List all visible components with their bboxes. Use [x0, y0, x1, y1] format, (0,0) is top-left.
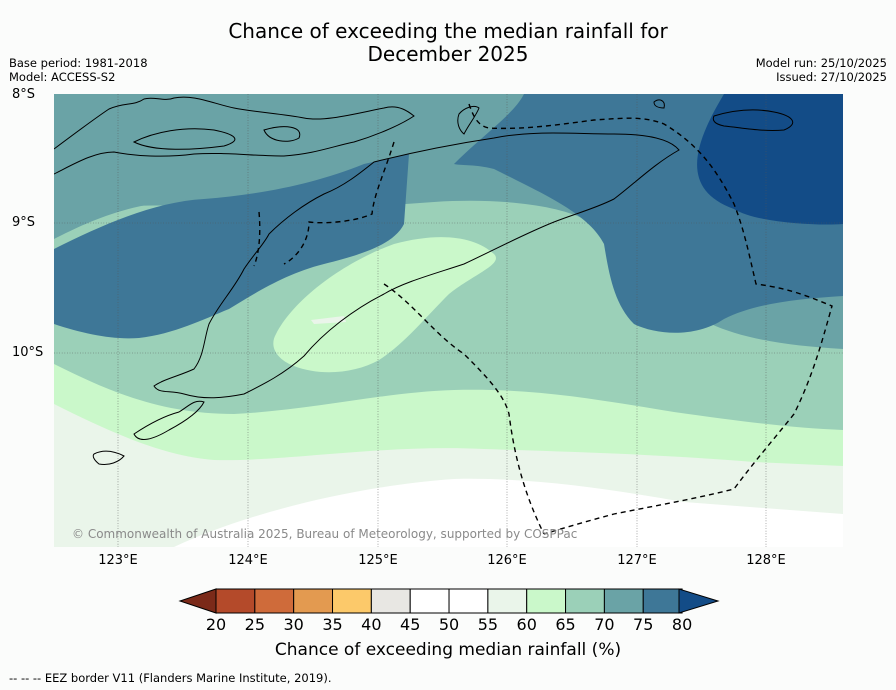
island-outline-6 [92, 450, 125, 465]
rainfall-map [54, 94, 843, 547]
island-outline-3 [457, 105, 480, 135]
colorbar-segment-45-50 [409, 588, 450, 614]
colorbar-tick-65: 65 [555, 615, 576, 634]
eez-footnote: -- -- -- EEZ border V11 (Flanders Marine… [9, 671, 332, 685]
copyright-notice: © Commonwealth of Australia 2025, Bureau… [72, 527, 578, 541]
coastline [54, 96, 794, 465]
colorbar-segment-70-75 [603, 588, 644, 614]
colorbar-tick-25: 25 [244, 615, 266, 634]
colorbar-tick-55: 55 [477, 615, 499, 634]
colorbar [178, 588, 720, 614]
lat-label-9s: 9°S [12, 215, 36, 230]
timor-coast [153, 132, 680, 399]
metadata-left: Base period: 1981-2018 Model: ACCESS-S2 [9, 56, 148, 84]
lon-label-128e: 128°E [746, 553, 786, 568]
issued-date: Issued: 27/10/2025 [776, 70, 887, 84]
colorbar-segments [215, 588, 683, 614]
lon-label-123e: 123°E [98, 553, 138, 568]
model-name: Model: ACCESS-S2 [9, 70, 116, 84]
colorbar-segment-60-65 [526, 588, 567, 614]
base-period: Base period: 1981-2018 [9, 56, 148, 70]
colorbar-segment-40-45 [370, 588, 411, 614]
graticule [54, 94, 843, 547]
zone-55-60-spot [311, 316, 346, 324]
colorbar-segment-55-60 [487, 588, 528, 614]
rote-coast [133, 400, 205, 441]
eez-border [253, 103, 833, 535]
island-outline-1 [132, 128, 236, 150]
colorbar-title: Chance of exceeding median rainfall (%) [274, 640, 622, 660]
colorbar-segment-20-25 [215, 588, 256, 614]
colorbar-segment-50-55 [448, 588, 489, 614]
colorbar-segment-30-35 [293, 588, 334, 614]
colorbar-segment-35-40 [332, 588, 372, 614]
zone-45-55 [174, 478, 843, 547]
colorbar-tick-30: 30 [283, 615, 304, 634]
triangle-right-icon [678, 588, 720, 614]
lon-label-124e: 124°E [228, 553, 268, 568]
colorbar-segment-65-70 [565, 588, 605, 614]
colorbar-segment-25-30 [254, 588, 295, 614]
lon-label-125e: 125°E [358, 553, 398, 568]
triangle-left-icon [178, 588, 217, 614]
colorbar-segment-75-80 [642, 588, 683, 614]
flores-coast [54, 96, 415, 175]
lon-label-127e: 127°E [617, 553, 657, 568]
zone-60-65-centre [273, 237, 496, 373]
zone-75-80-west [54, 154, 409, 339]
colorbar-tick-80: 80 [671, 615, 693, 634]
colorbar-tick-45: 45 [400, 615, 421, 634]
colorbar-tick-70: 70 [594, 615, 615, 634]
island-outline-5 [712, 109, 794, 131]
map-title: Chance of exceeding the median rainfall … [0, 20, 896, 66]
island-outline-4 [653, 99, 665, 109]
island-outline-2 [263, 126, 301, 142]
metadata-right: Model run: 25/10/2025 Issued: 27/10/2025 [756, 56, 887, 84]
lat-label-10s: 10°S [12, 345, 44, 360]
title-line-1: Chance of exceeding the median rainfall … [228, 19, 668, 43]
colorbar-tick-50: 50 [438, 615, 460, 634]
colorbar-tick-75: 75 [633, 615, 654, 634]
lat-label-8s: 8°S [12, 87, 36, 102]
title-line-2: December 2025 [367, 42, 529, 66]
model-run: Model run: 25/10/2025 [755, 56, 887, 70]
colorbar-tick-40: 40 [361, 615, 382, 634]
colorbar-tick-20: 20 [205, 615, 227, 634]
colorbar-tick-60: 60 [516, 615, 537, 634]
lon-label-126e: 126°E [487, 553, 527, 568]
colorbar-tick-35: 35 [322, 615, 343, 634]
